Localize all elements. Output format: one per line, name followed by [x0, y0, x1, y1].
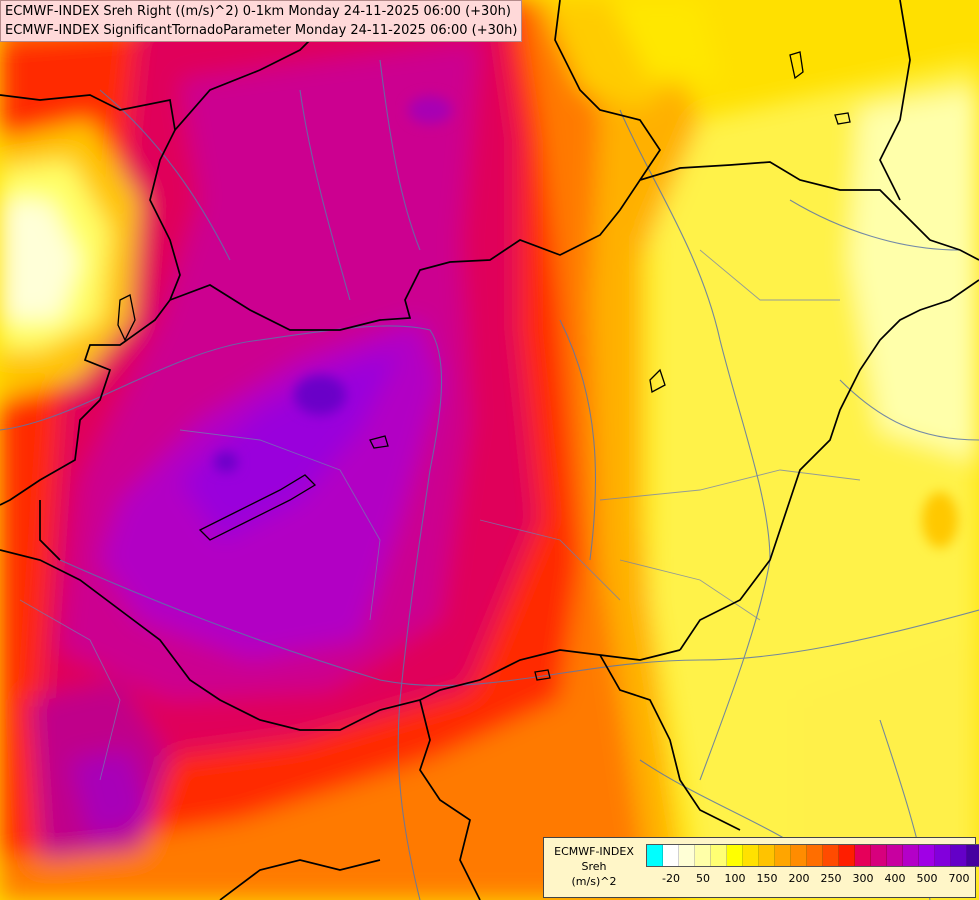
- border-slovenia: [39, 500, 61, 561]
- river-tisza: [619, 109, 771, 781]
- lake-tisza: [649, 368, 666, 394]
- river-drava: [59, 559, 979, 687]
- river-east-2: [839, 379, 979, 441]
- legend-swatch: [775, 845, 791, 866]
- region-border-3: [619, 559, 761, 621]
- region-border-2: [599, 469, 861, 501]
- core-north: [294, 375, 346, 415]
- legend-tick-label: 300: [852, 872, 874, 885]
- legend-swatch: [647, 845, 663, 866]
- river-vah: [299, 89, 351, 301]
- border-poland: [554, 0, 662, 181]
- legend-swatch: [887, 845, 903, 866]
- core-south: [214, 452, 238, 472]
- region-border-1: [179, 429, 381, 621]
- field-palest-east: [850, 90, 979, 460]
- legend-swatch: [695, 845, 711, 866]
- border-bosnia: [219, 859, 381, 900]
- legend-tick-label: 50: [696, 872, 710, 885]
- legend-swatch: [871, 845, 887, 866]
- field-cores: [214, 96, 958, 548]
- river-east-1: [789, 199, 961, 251]
- field-sw-purple: [70, 750, 150, 840]
- legend-swatch: [711, 845, 727, 866]
- field-north-brighter: [610, 0, 720, 80]
- legend-swatch: [791, 845, 807, 866]
- border-slovakia: [169, 161, 979, 331]
- river-hron: [379, 59, 421, 251]
- title-line-1: ECMWF-INDEX Sreh Right ((m/s)^2) 0-1km M…: [5, 4, 511, 19]
- lake-balaton: [198, 474, 317, 541]
- river-danube: [0, 325, 443, 900]
- legend-swatch: [935, 845, 951, 866]
- legend-tick-label: 200: [788, 872, 810, 885]
- legend-variable: Sreh: [581, 860, 607, 873]
- legend-source: ECMWF-INDEX: [554, 845, 634, 858]
- legend-swatch: [903, 845, 919, 866]
- border-austria-west: [0, 94, 181, 506]
- field-west-white: [0, 200, 80, 320]
- legend-tick-label: 150: [756, 872, 778, 885]
- legend-swatch: [679, 845, 695, 866]
- lake-north-2: [834, 112, 851, 125]
- lake-south: [534, 669, 551, 681]
- core-slovakia: [408, 96, 452, 124]
- lake-velence: [369, 435, 389, 449]
- legend-swatch: [663, 845, 679, 866]
- border-serbia-west: [419, 699, 481, 900]
- legend-swatches: [646, 844, 979, 867]
- legend-swatch: [759, 845, 775, 866]
- region-border-5: [699, 249, 840, 301]
- legend-tick-label: -20: [662, 872, 680, 885]
- border-romania: [679, 279, 979, 651]
- field-pale-southeast: [800, 640, 979, 900]
- region-border-4: [479, 519, 621, 601]
- legend-swatch: [743, 845, 759, 866]
- legend-tick-label: 250: [820, 872, 842, 885]
- regional-borders: [19, 249, 861, 781]
- river-zagyva: [559, 319, 597, 561]
- legend-tick-label: 400: [884, 872, 906, 885]
- border-croatia: [0, 549, 681, 731]
- lake-north: [789, 51, 804, 80]
- legend-swatch: [839, 845, 855, 866]
- rivers: [0, 59, 979, 900]
- legend-label: ECMWF-INDEX Sreh (m/s)^2: [548, 844, 640, 889]
- color-legend: ECMWF-INDEX Sreh (m/s)^2 -20 50 100 150 200 2…: [543, 837, 979, 898]
- lake-neusiedl: [117, 294, 136, 342]
- title-line-2: ECMWF-INDEX SignificantTornadoParameter …: [5, 23, 518, 38]
- title-box: ECMWF-INDEX Sreh Right ((m/s)^2) 0-1km M…: [0, 0, 522, 42]
- legend-tick-label: 100: [724, 872, 746, 885]
- legend-swatch: [951, 845, 967, 866]
- region-border-6: [19, 599, 121, 781]
- river-morava: [99, 89, 231, 261]
- legend-ticks: -20 50 100 150 200 250 300 400 500 700: [646, 872, 976, 888]
- legend-swatch: [855, 845, 871, 866]
- legend-unit: (m/s)^2: [571, 875, 617, 888]
- legend-tick-label: 500: [916, 872, 938, 885]
- legend-swatch: [823, 845, 839, 866]
- legend-swatch: [967, 845, 979, 866]
- legend-swatch: [727, 845, 743, 866]
- legend-swatch: [919, 845, 935, 866]
- core-east-orange: [922, 492, 958, 548]
- lakes: [117, 51, 851, 681]
- legend-tick-label: 700: [948, 872, 970, 885]
- border-ukraine: [879, 0, 911, 201]
- border-serbia-east: [599, 654, 741, 831]
- legend-swatch: [807, 845, 823, 866]
